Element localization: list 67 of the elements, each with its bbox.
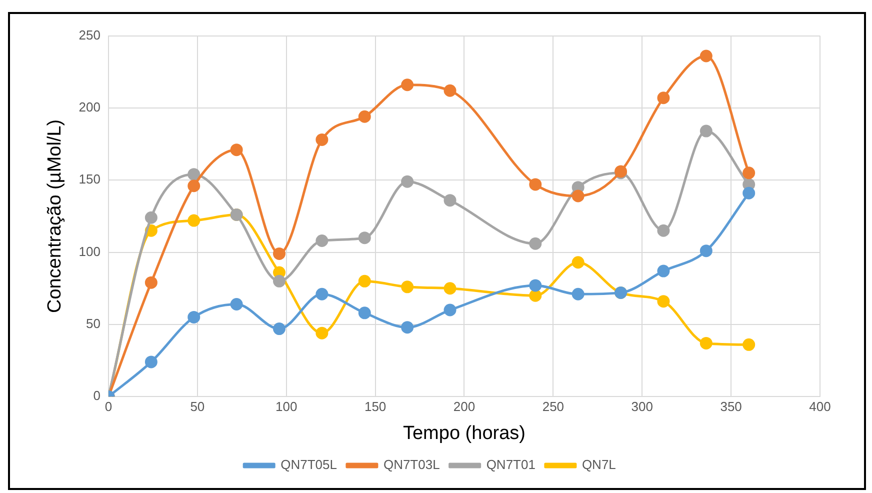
point <box>742 186 756 200</box>
point <box>529 237 542 250</box>
point <box>657 295 670 308</box>
point <box>444 84 456 97</box>
point <box>273 322 286 336</box>
point <box>273 247 286 260</box>
point <box>444 304 456 316</box>
point <box>657 92 670 104</box>
x-axis-title: Tempo (horas) <box>402 422 526 444</box>
point <box>401 280 414 294</box>
point <box>188 214 200 227</box>
point <box>657 264 670 278</box>
point <box>742 338 756 351</box>
x-tick-label: 300 <box>631 398 653 414</box>
point <box>657 224 670 237</box>
y-tick-label: 0 <box>93 388 100 404</box>
point <box>401 78 414 92</box>
point <box>316 288 328 300</box>
point <box>700 124 712 138</box>
point <box>144 211 158 224</box>
x-tick-label: 100 <box>276 398 298 414</box>
x-tick-label: 350 <box>720 398 742 414</box>
x-tick-label: 150 <box>364 398 386 414</box>
point <box>316 234 328 247</box>
x-tick-label: 50 <box>190 398 205 414</box>
legend-label: QN7L <box>582 457 616 472</box>
y-tick-label: 100 <box>78 244 100 259</box>
point <box>700 244 712 258</box>
point <box>188 310 200 324</box>
point <box>572 190 584 202</box>
point <box>401 175 414 188</box>
y-tick-label: 200 <box>78 100 100 115</box>
point <box>316 133 328 146</box>
point <box>358 110 371 123</box>
point <box>188 168 200 181</box>
point <box>572 256 584 269</box>
y-tick-label: 50 <box>86 316 100 332</box>
point <box>529 279 542 292</box>
y-axis-title: Concentração (µMol/L) <box>44 119 66 314</box>
point <box>144 276 158 289</box>
point <box>700 336 712 350</box>
point <box>742 166 756 180</box>
point <box>700 50 712 62</box>
point <box>230 298 243 310</box>
point <box>316 326 328 340</box>
legend-label: QN7T03L <box>383 457 440 472</box>
point <box>572 288 584 300</box>
point <box>444 194 456 207</box>
y-tick-label: 150 <box>78 172 100 187</box>
point <box>358 274 371 288</box>
y-tick-label: 250 <box>78 27 100 42</box>
point <box>401 321 414 334</box>
x-tick-label: 200 <box>453 398 476 414</box>
point <box>529 289 542 302</box>
point <box>358 306 371 320</box>
x-tick-label: 400 <box>809 398 831 414</box>
legend-label: QN7T05L <box>280 457 337 472</box>
point <box>273 274 286 288</box>
point <box>358 232 371 244</box>
point <box>144 356 158 368</box>
point <box>529 178 542 191</box>
legend-label: QN7T01 <box>486 457 536 472</box>
point <box>188 180 200 192</box>
x-tick-label: 250 <box>542 398 564 414</box>
x-tick-label: 0 <box>104 398 112 414</box>
point <box>230 144 243 156</box>
point <box>444 282 456 295</box>
